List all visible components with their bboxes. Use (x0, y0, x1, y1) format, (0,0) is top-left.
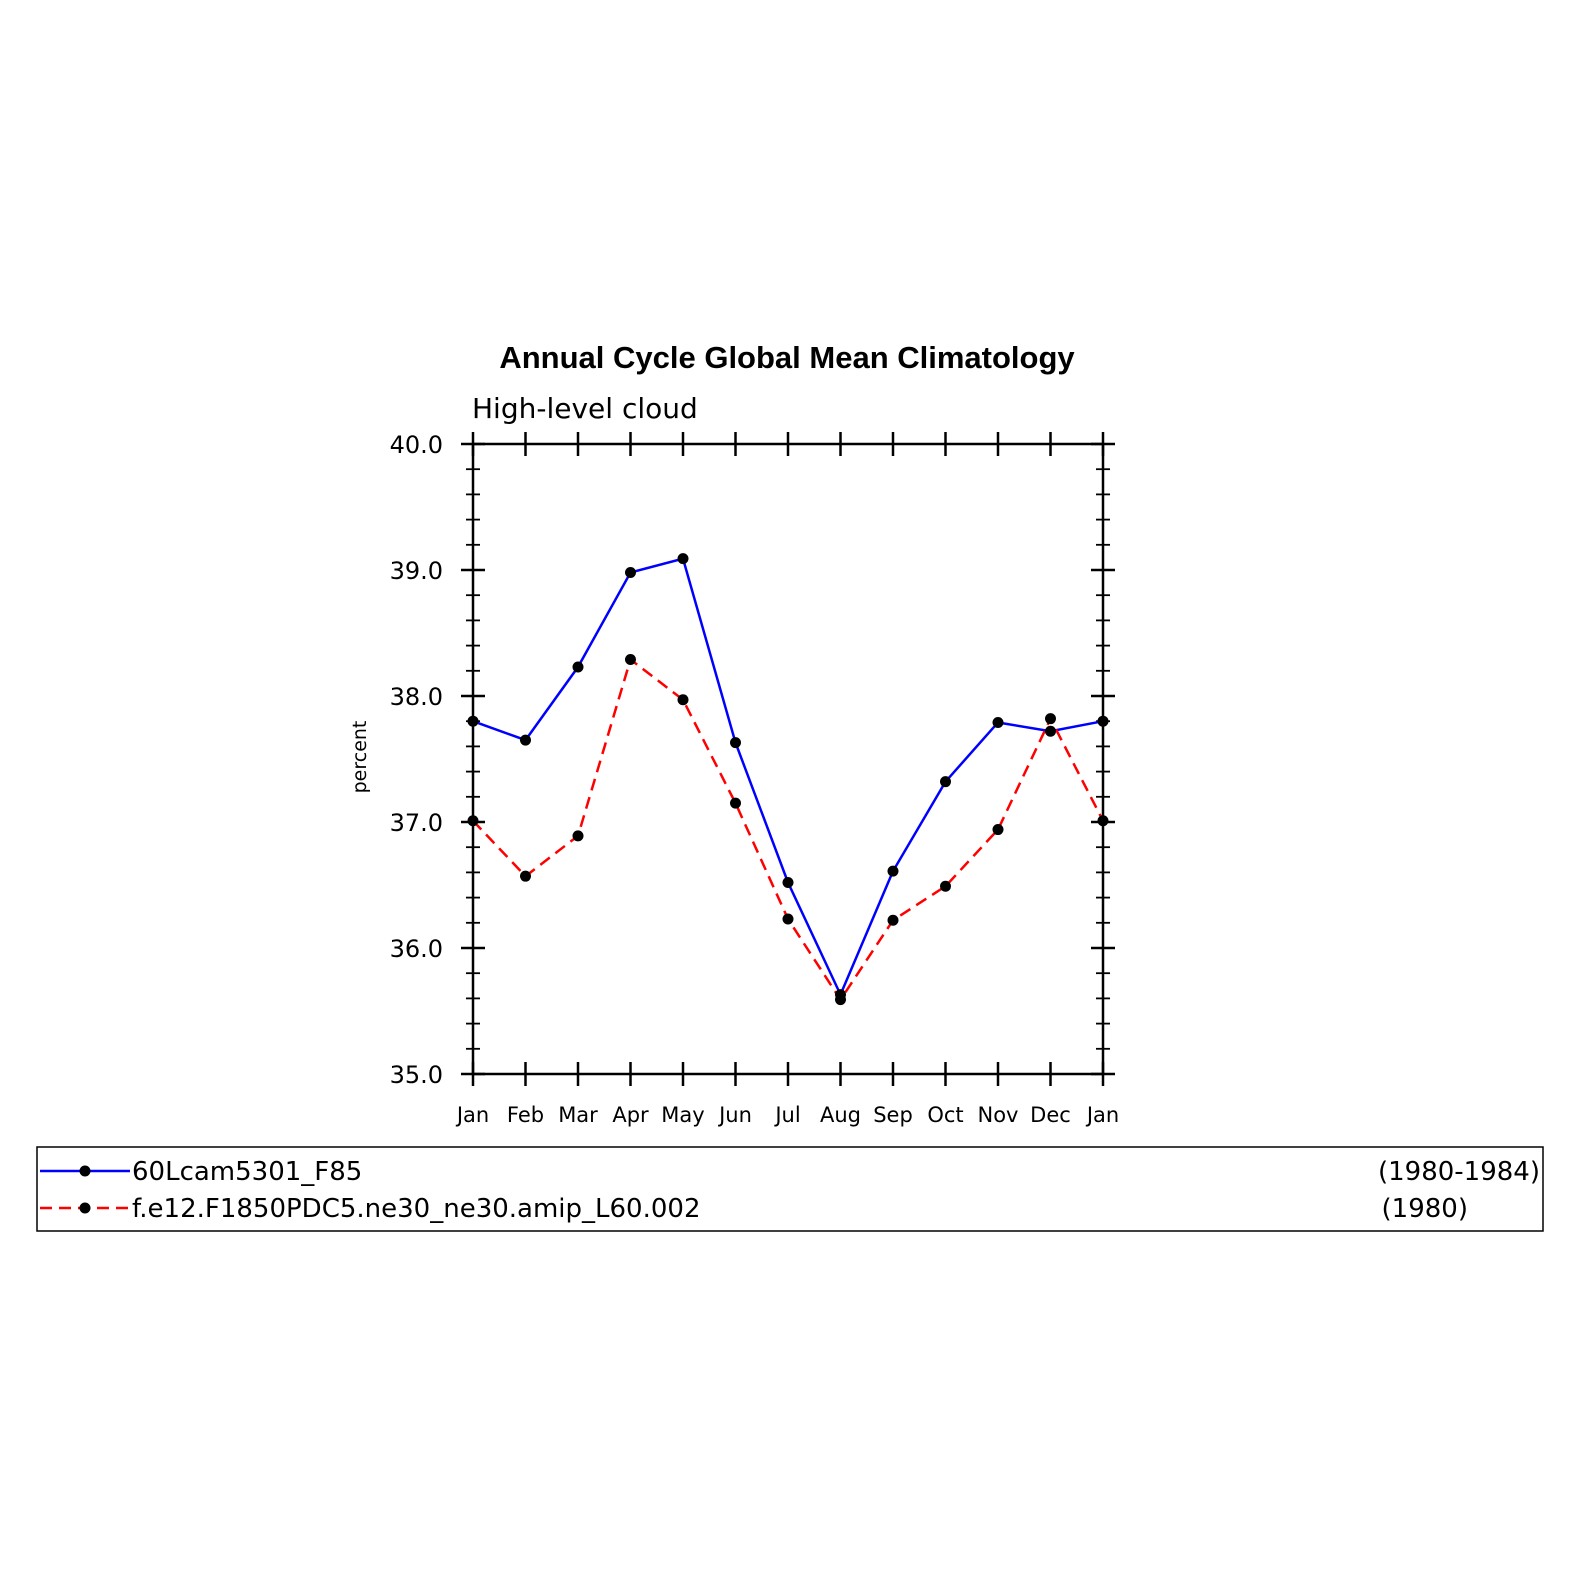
axis-ticks (461, 432, 1115, 1086)
series-2-point (520, 870, 531, 882)
series-2-point (730, 797, 741, 809)
chart-subtitle: High-level cloud (472, 392, 698, 425)
y-tick-label: 40.0 (390, 431, 443, 459)
series-1-point (1045, 725, 1056, 737)
x-tick-label: Oct (927, 1103, 963, 1127)
series-2-point (572, 830, 584, 842)
legend-marker-series-1 (79, 1165, 91, 1177)
series-1-point (730, 737, 741, 749)
x-tick-label: Feb (507, 1103, 544, 1127)
series-2-point (782, 913, 794, 925)
x-tick-label: Mar (558, 1103, 598, 1127)
series-2-point (992, 824, 1004, 836)
legend-label-series-2: f.e12.F1850PDC5.ne30_ne30.amip_L60.002 (132, 1194, 700, 1224)
y-tick-labels: 35.0 36.0 37.0 38.0 39.0 40.0 (390, 431, 443, 1089)
series-1-point (677, 553, 689, 565)
x-tick-label: Dec (1030, 1103, 1071, 1127)
series-1-line (472, 557, 1104, 998)
y-tick-label: 35.0 (390, 1061, 443, 1089)
y-tick-label: 36.0 (390, 935, 443, 963)
x-tick-labels: Jan Feb Mar Apr May Jun Jul Aug Sep Oct Nov Dec Jan (455, 1103, 1119, 1127)
legend-period-series-2: (1980) (1382, 1194, 1468, 1224)
chart-title: Annual Cycle Global Mean Climatology (499, 340, 1075, 375)
legend-box (36, 1146, 1544, 1232)
series-2-point (1045, 713, 1056, 725)
legend-period-series-1: (1980-1984) (1378, 1157, 1540, 1187)
series-1-point (520, 734, 531, 746)
series-1-point (940, 776, 951, 788)
x-tick-label: Jul (773, 1103, 800, 1127)
legend: 60Lcam5301_F85 (1980-1984) f.e12.F1850PD… (36, 1146, 1544, 1232)
series-2-point (887, 914, 899, 926)
series-1-point (782, 876, 794, 888)
x-tick-label: Aug (820, 1103, 861, 1127)
series-2-point (467, 815, 479, 827)
y-axis-label: percent (349, 721, 371, 794)
data-series (467, 553, 1109, 1006)
series-2-point (835, 994, 846, 1006)
series-2-point (940, 880, 951, 892)
series-1-point (625, 567, 636, 579)
series-2-point (625, 653, 636, 665)
series-1-point (572, 661, 584, 673)
y-tick-label: 38.0 (390, 683, 443, 711)
x-tick-label: Nov (978, 1103, 1019, 1127)
x-tick-label: Jan (455, 1103, 489, 1127)
series-1-point (992, 716, 1004, 728)
legend-label-series-1: 60Lcam5301_F85 (132, 1157, 362, 1187)
plot-frame (471, 442, 1105, 1076)
x-tick-label: Apr (612, 1103, 649, 1127)
y-tick-label: 37.0 (390, 809, 443, 837)
series-1-point (887, 865, 899, 877)
x-tick-label: May (661, 1103, 704, 1127)
y-tick-label: 39.0 (390, 557, 443, 585)
series-1-point (1097, 715, 1109, 727)
x-tick-label: Jan (1085, 1103, 1119, 1127)
x-tick-label: Sep (873, 1103, 913, 1127)
series-2-line (472, 657, 1105, 1002)
series-1-point (467, 715, 479, 727)
legend-marker-series-2 (79, 1202, 91, 1214)
series-2-point (677, 694, 689, 706)
x-tick-label: Jun (717, 1103, 752, 1127)
series-2-point (1097, 815, 1109, 827)
